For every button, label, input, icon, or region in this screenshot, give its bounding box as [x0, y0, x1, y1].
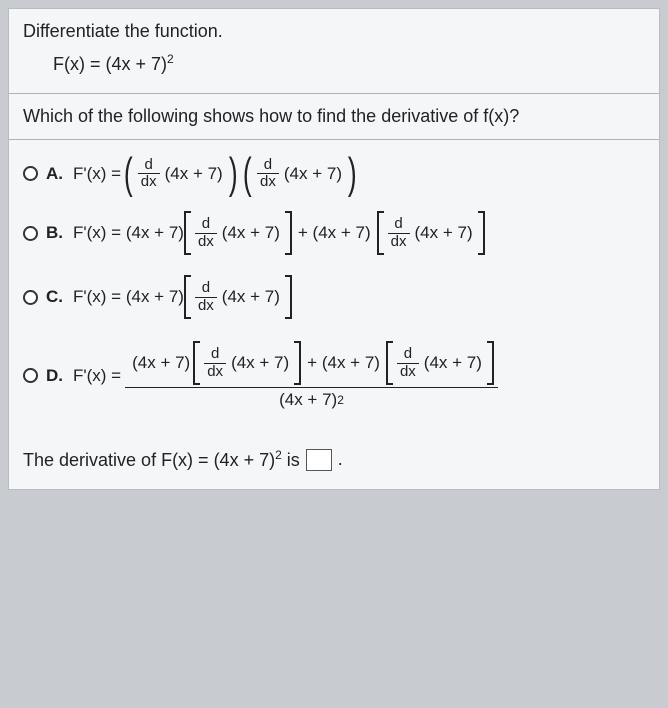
- answer-pre: The derivative of F(x) = (4x + 7)2 is: [23, 448, 300, 471]
- choice-b-letter: B.: [46, 223, 65, 243]
- function-definition: F(x) = (4x + 7)2: [23, 42, 645, 81]
- choice-d-letter: D.: [46, 366, 65, 386]
- question-section: Which of the following shows how to find…: [9, 94, 659, 140]
- radio-a[interactable]: [23, 166, 38, 181]
- problem-sheet: Differentiate the function. F(x) = (4x +…: [8, 8, 660, 490]
- choice-d[interactable]: D. F'(x) = (4x + 7) ddx (4x + 7) + (4x +…: [23, 329, 645, 422]
- choice-d-math: F'(x) = (4x + 7) ddx (4x + 7) + (4x + 7): [73, 339, 498, 412]
- question-text: Which of the following shows how to find…: [23, 106, 645, 127]
- prompt-text: Differentiate the function.: [23, 21, 645, 42]
- choice-c-letter: C.: [46, 287, 65, 307]
- choice-b[interactable]: B. F'(x) = (4x + 7) ddx (4x + 7) + (4x +…: [23, 201, 645, 265]
- choice-c-math: F'(x) = (4x + 7) ddx (4x + 7): [73, 275, 292, 319]
- answer-line: The derivative of F(x) = (4x + 7)2 is .: [9, 432, 659, 489]
- choice-a-letter: A.: [46, 164, 65, 184]
- radio-c[interactable]: [23, 290, 38, 305]
- radio-b[interactable]: [23, 226, 38, 241]
- choice-a-math: F'(x) = ( ddx (4x + 7) ) ( ddx (4x + 7) …: [73, 156, 360, 191]
- radio-d[interactable]: [23, 368, 38, 383]
- choice-b-math: F'(x) = (4x + 7) ddx (4x + 7) + (4x + 7)…: [73, 211, 485, 255]
- choice-a[interactable]: A. F'(x) = ( ddx (4x + 7) ) ( ddx (4x + …: [23, 146, 645, 201]
- choices-group: A. F'(x) = ( ddx (4x + 7) ) ( ddx (4x + …: [9, 140, 659, 432]
- prompt-section: Differentiate the function. F(x) = (4x +…: [9, 9, 659, 94]
- answer-input-box[interactable]: [306, 449, 332, 471]
- answer-period: .: [338, 449, 343, 470]
- choice-c[interactable]: C. F'(x) = (4x + 7) ddx (4x + 7): [23, 265, 645, 329]
